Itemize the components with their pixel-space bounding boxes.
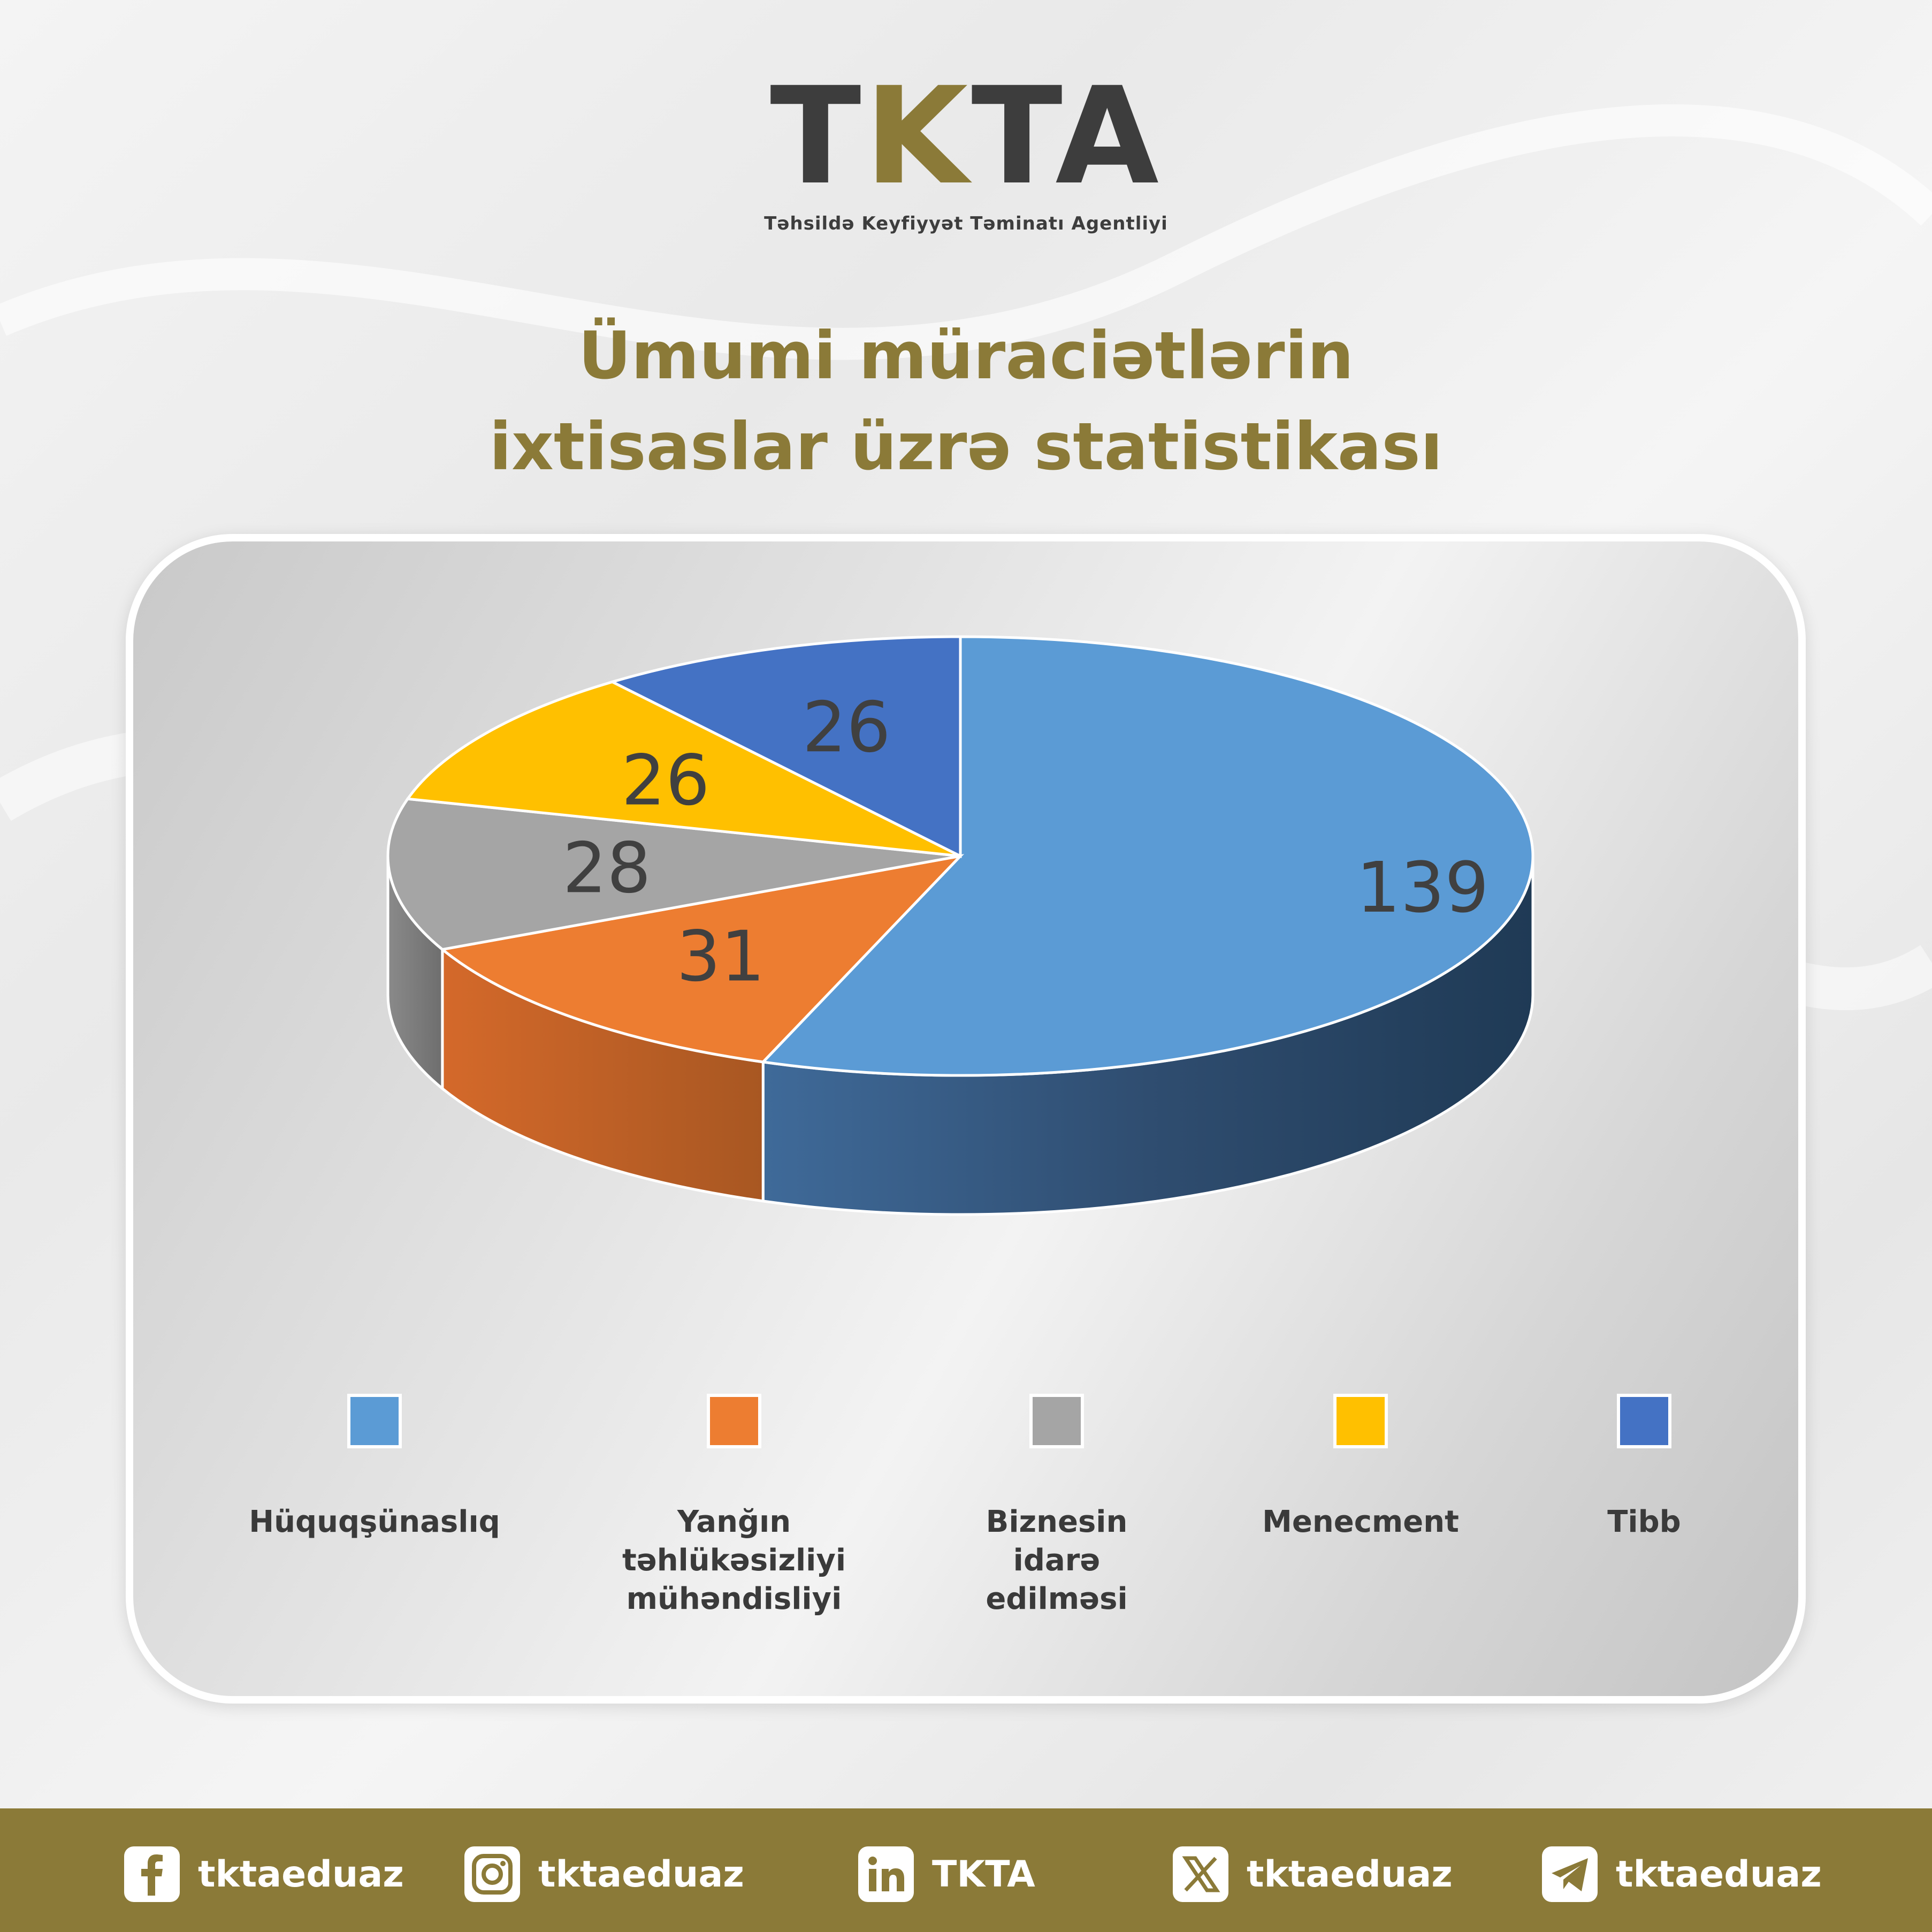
logo-letter-t: T <box>770 58 865 214</box>
social-telegram-label: tktaeduaz <box>1616 1853 1822 1896</box>
social-x-label: tktaeduaz <box>1247 1853 1453 1896</box>
footer-bar <box>0 1808 1932 1932</box>
logo-subtitle: Təhsildə Keyfiyyət Təminatı Agentliyi <box>764 213 1168 234</box>
pie-slice-1 <box>439 854 965 1064</box>
telegram-icon <box>1542 1846 1598 1902</box>
pie-slice-4 <box>608 635 962 859</box>
legend-swatch-2 <box>1029 1394 1084 1448</box>
legend-label-3: Menecment <box>1262 1505 1459 1539</box>
legend-label-1: mühəndisliyi <box>627 1582 842 1616</box>
instagram-icon <box>464 1846 520 1902</box>
logo-mark: TKTA <box>0 70 1932 203</box>
data-label-4: 26 <box>802 686 890 768</box>
social-facebook-label: tktaeduaz <box>198 1853 404 1896</box>
linkedin-icon <box>858 1846 914 1902</box>
page-title: Ümumi müraciətlərin ixtisaslar üzrə stat… <box>0 310 1932 492</box>
legend-label-1: təhlükəsizliyi <box>622 1543 846 1578</box>
pie-slice-3 <box>405 680 961 858</box>
logo-letter-k: K <box>864 58 972 214</box>
pie-slice-0 <box>760 635 1534 1077</box>
logo-letters-ta: TA <box>971 58 1162 214</box>
page-title-line-2: ixtisaslar üzrə statistikası <box>489 409 1443 485</box>
social-linkedin-label: TKTA <box>932 1853 1035 1896</box>
legend-label-4: Tibb <box>1607 1505 1681 1539</box>
legend-swatch-1 <box>707 1394 761 1448</box>
legend-label-0: Hüquqşünaslıq <box>249 1505 500 1539</box>
legend-swatch-0 <box>347 1394 402 1448</box>
social-facebook[interactable]: tktaeduaz <box>124 1845 404 1904</box>
facebook-icon <box>124 1846 180 1902</box>
logo: TKTA Təhsildə Keyfiyyət Təminatı Agentli… <box>0 70 1932 235</box>
legend-swatch-3 <box>1333 1394 1388 1448</box>
data-label-3: 26 <box>621 739 709 821</box>
social-x[interactable]: tktaeduaz <box>1173 1845 1453 1904</box>
x-icon <box>1173 1846 1228 1902</box>
legend-label-2: idarə <box>1013 1543 1101 1578</box>
page-title-line-1: Ümumi müraciətlərin <box>578 318 1354 394</box>
social-instagram[interactable]: tktaeduaz <box>464 1845 744 1904</box>
social-linkedin[interactable]: TKTA <box>858 1845 1035 1904</box>
legend-label-2: Biznesin <box>986 1505 1128 1539</box>
legend-label-1: Yanğın <box>677 1505 791 1539</box>
legend-label-2: edilməsi <box>986 1582 1127 1616</box>
social-telegram[interactable]: tktaeduaz <box>1542 1845 1822 1904</box>
pie-slice-2 <box>386 797 961 951</box>
social-instagram-label: tktaeduaz <box>538 1853 744 1896</box>
legend-swatch-4 <box>1617 1394 1671 1448</box>
data-label-0: 139 <box>1356 847 1489 928</box>
data-label-1: 31 <box>676 915 765 997</box>
data-label-2: 28 <box>562 827 651 908</box>
